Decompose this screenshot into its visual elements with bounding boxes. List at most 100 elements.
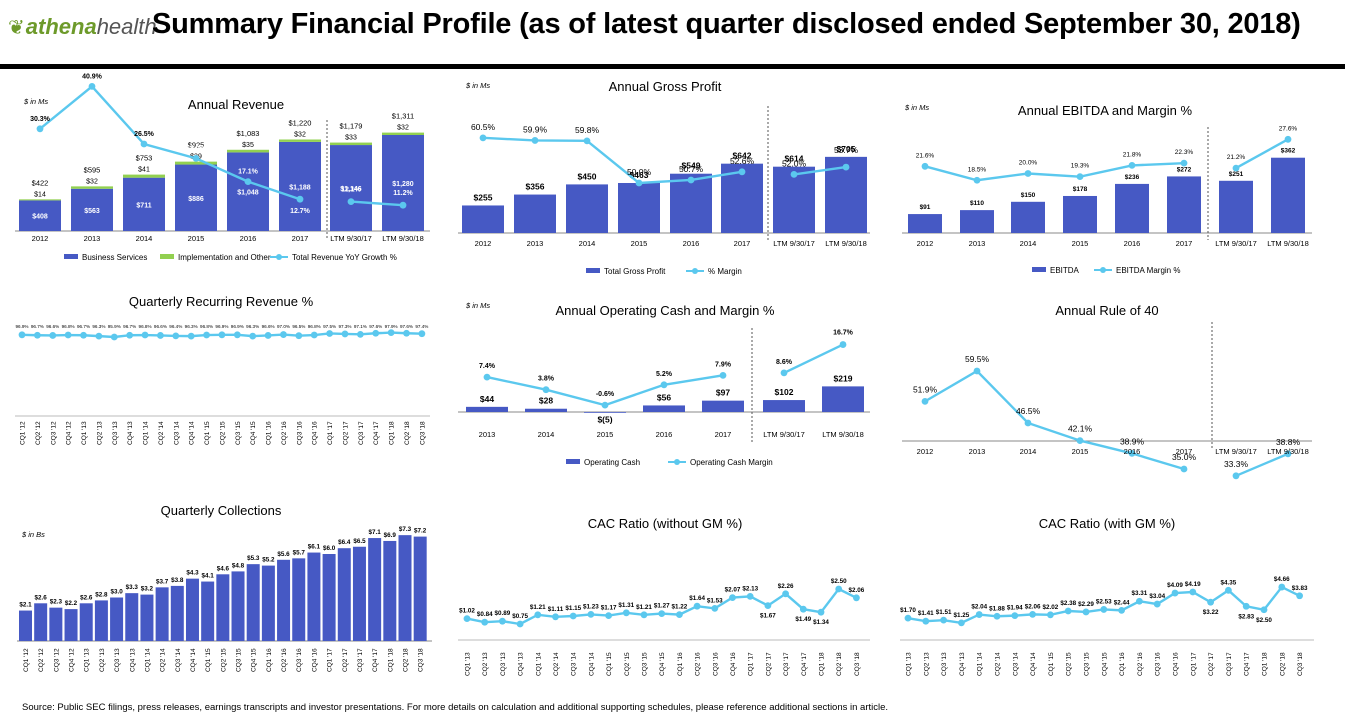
series-line-margin xyxy=(924,161,1185,182)
series-line-recurring-point xyxy=(33,331,41,339)
series-line-rule-of-40-point xyxy=(1024,419,1032,427)
line-label-recurring: 96.8% xyxy=(62,324,75,329)
series-line-cac-point xyxy=(1278,583,1286,591)
x-tick-label: CQ3 '13 xyxy=(941,652,948,676)
line-label-recurring: 97.3% xyxy=(338,324,351,329)
bar-collections xyxy=(185,578,199,641)
bar-label-total: $1,220 xyxy=(289,119,312,128)
bar-operating-cash xyxy=(763,400,805,412)
chart-title: Quarterly Recurring Revenue % xyxy=(129,294,314,309)
x-tick-label: CQ4 '15 xyxy=(659,652,666,676)
series-line-cac-point xyxy=(605,612,612,619)
x-tick-label: 2017 xyxy=(1176,447,1193,456)
x-tick-label: CQ4 '12 xyxy=(66,421,73,445)
line-label-cac: $3.22 xyxy=(1203,609,1219,616)
bar-label-business-services: $1,048 xyxy=(237,190,259,197)
series-line-recurring-point xyxy=(372,329,380,337)
bar-collections xyxy=(64,609,78,641)
line-label-margin: 21.8% xyxy=(1123,151,1142,158)
line-label-recurring: 96.8% xyxy=(308,324,321,329)
line-label-cac: $1.94 xyxy=(1007,605,1023,612)
series-line-margin xyxy=(1235,138,1289,170)
x-tick-label: CQ1 '14 xyxy=(144,648,151,672)
x-tick-label: CQ3 '18 xyxy=(1297,652,1304,676)
series-line-recurring-point xyxy=(249,332,257,340)
bar-business-services xyxy=(279,141,321,231)
line-label-recurring: 96.3% xyxy=(92,324,105,329)
line-label-cac: $2.50 xyxy=(831,578,847,585)
x-tick-label: LTM 9/30/17 xyxy=(763,430,805,439)
bar-label-collections: $2.2 xyxy=(65,600,78,607)
bar-label-total: $595 xyxy=(84,165,101,174)
x-tick-label: CQ4 '15 xyxy=(250,421,257,445)
bar-label-total: $1,179 xyxy=(340,122,363,131)
line-label-cac: $1.88 xyxy=(989,605,1005,612)
x-tick-label: CQ3 '17 xyxy=(783,652,790,676)
series-line-margin xyxy=(793,165,847,176)
bar-collections xyxy=(398,535,412,641)
series-line-cac-point xyxy=(693,602,701,610)
series-line-yoy-growth-point xyxy=(88,83,96,90)
bar-annual-gross-profit xyxy=(514,194,556,233)
line-label-margin: 21.2% xyxy=(1227,154,1246,161)
x-tick-label: 2014 xyxy=(1020,447,1037,456)
bar-label-implementation: $41 xyxy=(138,167,150,174)
series-line-cac-point xyxy=(1029,610,1036,618)
x-tick-label: CQ1 '16 xyxy=(1119,652,1126,676)
x-tick-label: CQ4 '16 xyxy=(1173,652,1180,676)
series-line-recurring-point xyxy=(110,333,118,341)
x-tick-label: CQ2 '17 xyxy=(1208,652,1215,676)
x-tick-label: CQ2 '18 xyxy=(836,652,843,676)
x-tick-label: CQ1 '17 xyxy=(327,421,334,445)
x-tick-label: CQ4 '13 xyxy=(127,421,134,445)
series-line-yoy-growth-point xyxy=(36,125,44,133)
legend-label-bars: Operating Cash xyxy=(584,458,640,467)
line-label-cac: $1.11 xyxy=(548,606,564,613)
series-line-yoy-growth xyxy=(350,200,404,207)
x-tick-label: CQ3 '15 xyxy=(1084,652,1091,676)
x-tick-label: CQ1 '15 xyxy=(205,648,212,672)
bar-implementation xyxy=(382,132,424,135)
x-tick-label: CQ4 '14 xyxy=(588,652,595,676)
line-label-yoy-growth: 17.1% xyxy=(238,169,259,176)
line-label-recurring: 96.9% xyxy=(15,324,28,329)
line-label-cac: $1.64 xyxy=(689,595,705,602)
bar-label-business-services: $1,188 xyxy=(289,184,311,191)
legend-swatch-bars xyxy=(566,459,580,464)
line-label-cac: $2.07 xyxy=(725,587,741,594)
bar-label-collections: $5.3 xyxy=(247,555,260,562)
line-label-margin: 18.5% xyxy=(968,166,987,173)
bar-annual-ebitda xyxy=(908,214,942,233)
x-tick-label: CQ1 '18 xyxy=(387,648,394,672)
bar-annual-gross-profit xyxy=(618,182,660,233)
series-line-margin-point xyxy=(531,137,539,144)
series-line-recurring-point xyxy=(95,332,103,340)
bar-annual-gross-profit xyxy=(462,205,504,233)
x-tick-label: CQ3 '15 xyxy=(235,421,242,445)
x-tick-label: CQ4 '12 xyxy=(69,648,76,672)
bar-label-implementation: $33 xyxy=(345,135,357,142)
bar-annual-ebitda xyxy=(1063,195,1097,233)
series-line-cac-point xyxy=(711,605,719,612)
bar-collections xyxy=(170,585,184,641)
legend-label-implementation: Implementation and Other xyxy=(178,253,271,262)
x-tick-label: CQ2 '16 xyxy=(281,648,288,672)
series-line-cac-point xyxy=(1171,589,1179,597)
x-tick-label: CQ2 '17 xyxy=(342,648,349,672)
bar-label-collections: $5.6 xyxy=(277,551,290,558)
series-line-yoy-growth-point xyxy=(192,155,200,162)
bar-label: $463 xyxy=(630,170,649,180)
line-label-recurring: 97.6% xyxy=(400,324,413,329)
series-line-recurring-point xyxy=(172,332,180,340)
x-tick-label: CQ2 '15 xyxy=(219,421,226,445)
x-tick-label: CQ3 '17 xyxy=(357,648,364,672)
bar-operating-cash xyxy=(466,406,508,412)
line-label-cac: $1.49 xyxy=(795,616,811,623)
series-line-cac-point xyxy=(940,616,947,624)
bar-label: $549 xyxy=(682,161,701,171)
legend-swatch-bars xyxy=(1032,267,1046,272)
bar-operating-cash xyxy=(643,405,685,412)
x-tick-label: CQ4 '16 xyxy=(312,421,319,445)
x-tick-label: CQ3 '12 xyxy=(50,421,57,445)
line-label-cac: $4.35 xyxy=(1221,579,1237,586)
